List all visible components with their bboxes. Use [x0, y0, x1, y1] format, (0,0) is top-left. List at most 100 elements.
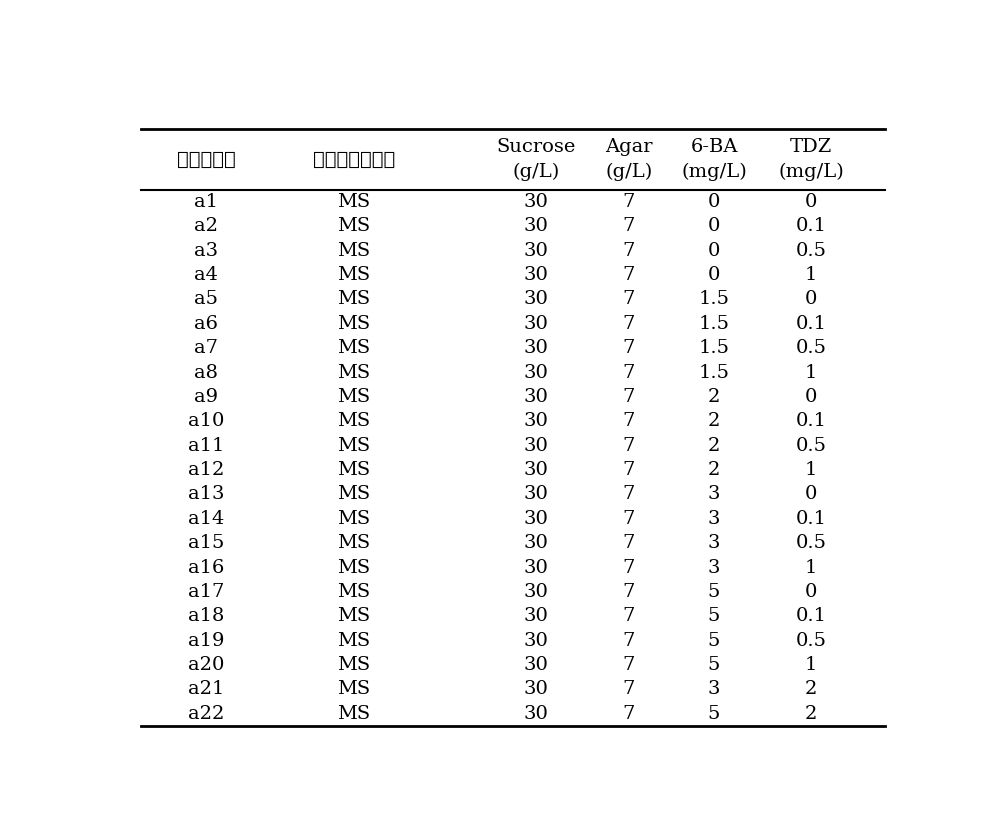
- Text: 30: 30: [523, 363, 548, 382]
- Text: 30: 30: [523, 193, 548, 211]
- Text: 0.5: 0.5: [795, 534, 826, 552]
- Text: 7: 7: [623, 705, 635, 723]
- Text: 7: 7: [623, 217, 635, 235]
- Text: a12: a12: [188, 461, 225, 479]
- Text: TDZ: TDZ: [790, 138, 832, 156]
- Text: MS: MS: [337, 510, 370, 528]
- Text: MS: MS: [337, 436, 370, 455]
- Text: a16: a16: [188, 559, 225, 576]
- Text: (mg/L): (mg/L): [681, 162, 747, 181]
- Text: 7: 7: [623, 656, 635, 674]
- Text: 0: 0: [805, 291, 817, 308]
- Text: a19: a19: [188, 631, 225, 650]
- Text: 5: 5: [708, 607, 720, 626]
- Text: MS: MS: [337, 461, 370, 479]
- Text: MS: MS: [337, 559, 370, 576]
- Text: 1: 1: [805, 656, 817, 674]
- Text: 7: 7: [623, 242, 635, 260]
- Text: 30: 30: [523, 656, 548, 674]
- Text: 30: 30: [523, 461, 548, 479]
- Text: 3: 3: [708, 510, 720, 528]
- Text: MS: MS: [337, 193, 370, 211]
- Text: MS: MS: [337, 607, 370, 626]
- Text: 30: 30: [523, 217, 548, 235]
- Text: 30: 30: [523, 388, 548, 406]
- Text: 2: 2: [805, 681, 817, 698]
- Text: 30: 30: [523, 559, 548, 576]
- Text: MS: MS: [337, 266, 370, 284]
- Text: 7: 7: [623, 266, 635, 284]
- Text: 2: 2: [708, 388, 720, 406]
- Text: 30: 30: [523, 242, 548, 260]
- Text: 1: 1: [805, 559, 817, 576]
- Text: 6-BA: 6-BA: [690, 138, 738, 156]
- Text: 1.5: 1.5: [698, 291, 730, 308]
- Text: a10: a10: [188, 412, 225, 431]
- Text: 7: 7: [623, 461, 635, 479]
- Text: MS: MS: [337, 656, 370, 674]
- Text: 基本培养基类型: 基本培养基类型: [312, 150, 395, 169]
- Text: a8: a8: [194, 363, 218, 382]
- Text: Agar: Agar: [605, 138, 652, 156]
- Text: 2: 2: [708, 412, 720, 431]
- Text: 1.5: 1.5: [698, 315, 730, 333]
- Text: 2: 2: [805, 705, 817, 723]
- Text: a1: a1: [194, 193, 218, 211]
- Text: MS: MS: [337, 705, 370, 723]
- Text: 30: 30: [523, 266, 548, 284]
- Text: 5: 5: [708, 705, 720, 723]
- Text: 5: 5: [708, 583, 720, 601]
- Text: a11: a11: [188, 436, 225, 455]
- Text: MS: MS: [337, 534, 370, 552]
- Text: a13: a13: [188, 486, 225, 503]
- Text: 7: 7: [623, 510, 635, 528]
- Text: a20: a20: [188, 656, 225, 674]
- Text: 1: 1: [805, 461, 817, 479]
- Text: 7: 7: [623, 486, 635, 503]
- Text: 0: 0: [805, 583, 817, 601]
- Text: a4: a4: [194, 266, 218, 284]
- Text: 3: 3: [708, 534, 720, 552]
- Text: 培养基编号: 培养基编号: [177, 150, 236, 169]
- Text: a15: a15: [188, 534, 225, 552]
- Text: 30: 30: [523, 681, 548, 698]
- Text: a6: a6: [194, 315, 218, 333]
- Text: 1.5: 1.5: [698, 363, 730, 382]
- Text: 1: 1: [805, 363, 817, 382]
- Text: 0.5: 0.5: [795, 631, 826, 650]
- Text: 7: 7: [623, 607, 635, 626]
- Text: 0.1: 0.1: [795, 315, 826, 333]
- Text: 30: 30: [523, 583, 548, 601]
- Text: a17: a17: [188, 583, 225, 601]
- Text: 0.1: 0.1: [795, 412, 826, 431]
- Text: 0.1: 0.1: [795, 217, 826, 235]
- Text: MS: MS: [337, 217, 370, 235]
- Text: a7: a7: [194, 339, 218, 357]
- Text: 30: 30: [523, 486, 548, 503]
- Text: Sucrose: Sucrose: [496, 138, 575, 156]
- Text: 7: 7: [623, 436, 635, 455]
- Text: 30: 30: [523, 631, 548, 650]
- Text: 0: 0: [805, 193, 817, 211]
- Text: 5: 5: [708, 631, 720, 650]
- Text: 0.1: 0.1: [795, 510, 826, 528]
- Text: 30: 30: [523, 291, 548, 308]
- Text: 5: 5: [708, 656, 720, 674]
- Text: 7: 7: [623, 412, 635, 431]
- Text: MS: MS: [337, 315, 370, 333]
- Text: MS: MS: [337, 339, 370, 357]
- Text: (g/L): (g/L): [605, 162, 652, 181]
- Text: 7: 7: [623, 193, 635, 211]
- Text: 30: 30: [523, 436, 548, 455]
- Text: 2: 2: [708, 436, 720, 455]
- Text: 2: 2: [708, 461, 720, 479]
- Text: 1: 1: [805, 266, 817, 284]
- Text: 3: 3: [708, 486, 720, 503]
- Text: 3: 3: [708, 681, 720, 698]
- Text: 0: 0: [708, 242, 720, 260]
- Text: 7: 7: [623, 583, 635, 601]
- Text: MS: MS: [337, 583, 370, 601]
- Text: MS: MS: [337, 388, 370, 406]
- Text: MS: MS: [337, 486, 370, 503]
- Text: 30: 30: [523, 607, 548, 626]
